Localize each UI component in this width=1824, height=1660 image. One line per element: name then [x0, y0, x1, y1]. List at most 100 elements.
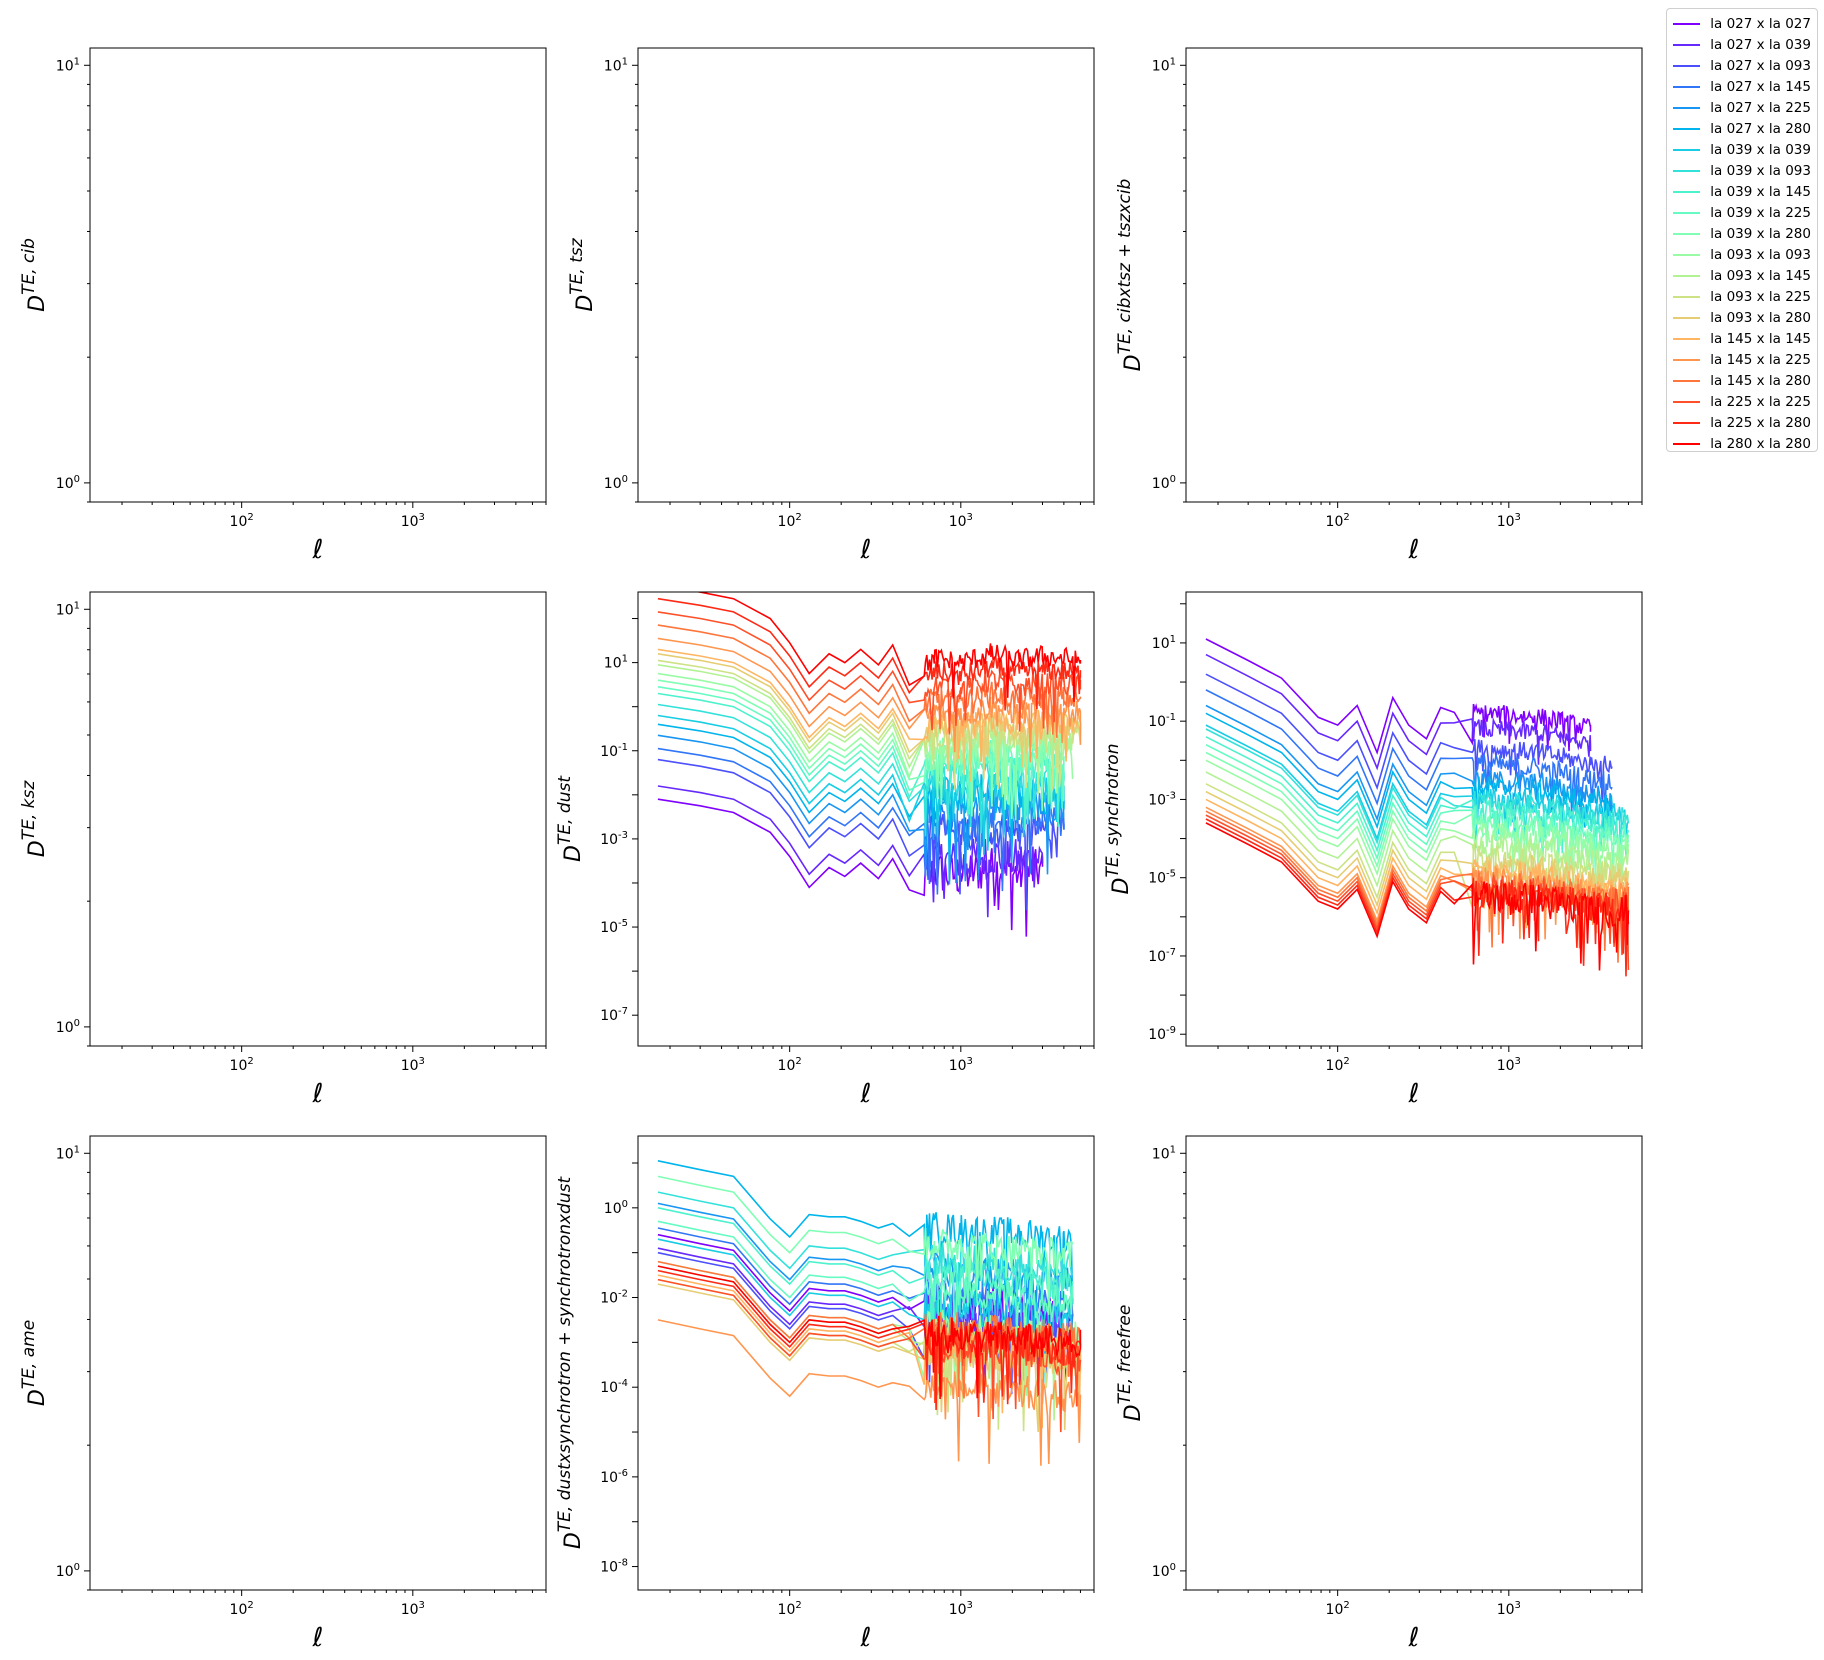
series-line — [657, 1319, 1082, 1466]
legend-item: la 039 x la 093 — [1673, 160, 1811, 181]
legend-swatch — [1673, 64, 1701, 67]
legend-swatch — [1673, 232, 1701, 235]
x-tick-label: 102 — [778, 1056, 802, 1074]
panel: 102 103 100 101 ℓ DTE, ksz — [19, 591, 547, 1109]
y-axis-label: DTE, cib — [19, 238, 50, 312]
y-tick-label: 100 — [56, 474, 80, 492]
panel: 102 103 100 101 ℓ DTE, cibxtsz + tszxcib — [1115, 47, 1643, 565]
x-tick-label: 102 — [778, 512, 802, 530]
series-line — [657, 1238, 1074, 1390]
series-line — [657, 1220, 1074, 1347]
legend-label: la 093 x la 280 — [1710, 309, 1811, 326]
axes-frame — [637, 591, 1095, 1047]
legend-item: la 145 x la 225 — [1673, 349, 1811, 370]
x-axis-label: ℓ — [860, 535, 872, 565]
legend-label: la 145 x la 145 — [1710, 330, 1811, 347]
legend-label: la 039 x la 280 — [1710, 225, 1811, 242]
panel: 102 103 100 101 ℓ DTE, ame — [19, 1135, 547, 1653]
series-line — [1205, 689, 1613, 818]
x-tick-label: 103 — [949, 1600, 973, 1618]
y-tick-label: 100 — [56, 1562, 80, 1580]
y-tick-label: 101 — [56, 1144, 80, 1162]
y-tick-label: 10-3 — [1148, 790, 1176, 808]
x-tick-label: 102 — [1326, 512, 1350, 530]
x-tick-label: 102 — [1326, 1056, 1350, 1074]
legend-label: la 093 x la 225 — [1710, 288, 1811, 305]
x-tick-label: 103 — [1497, 1600, 1521, 1618]
legend-item: la 027 x la 093 — [1673, 55, 1811, 76]
legend-label: la 225 x la 280 — [1710, 414, 1811, 431]
y-axis-label: DTE, ksz — [19, 780, 50, 858]
legend-swatch — [1673, 148, 1701, 151]
y-tick-label: 101 — [604, 654, 628, 672]
series-line — [657, 1191, 1073, 1327]
x-axis-label: ℓ — [1408, 1623, 1420, 1653]
legend-item: la 027 x la 145 — [1673, 76, 1811, 97]
legend-swatch — [1673, 442, 1701, 445]
x-tick-label: 103 — [949, 1056, 973, 1074]
legend-swatch — [1673, 253, 1701, 256]
legend: la 027 x la 027 la 027 x la 039 la 027 x l… — [1666, 8, 1818, 452]
y-axis-label: DTE, dustxsynchrotron + synchrotronxdust — [555, 1176, 586, 1550]
x-tick-label: 103 — [401, 1600, 425, 1618]
legend-label: la 027 x la 039 — [1710, 36, 1811, 53]
series-line — [657, 611, 1082, 735]
axes-frame — [1185, 1135, 1643, 1591]
legend-swatch — [1673, 22, 1701, 25]
legend-item: la 145 x la 280 — [1673, 370, 1811, 391]
x-axis-label: ℓ — [860, 1623, 872, 1653]
legend-label: la 027 x la 027 — [1710, 15, 1811, 32]
legend-swatch — [1673, 190, 1701, 193]
x-axis-label: ℓ — [1408, 535, 1420, 565]
y-tick-label: 100 — [1152, 1562, 1176, 1580]
panel: 102 103 10-7 10-5 10-3 10-1 101 ℓ DTE, dust — [555, 591, 1095, 1109]
legend-item: la 145 x la 145 — [1673, 328, 1811, 349]
panel: 102 103 10-8 10-6 10-4 10-2 100 ℓ DTE, dustxsync… — [555, 1135, 1095, 1653]
legend-swatch — [1673, 421, 1701, 424]
legend-item: la 027 x la 027 — [1673, 13, 1811, 34]
axes-frame — [89, 1135, 547, 1591]
legend-label: la 027 x la 225 — [1710, 99, 1811, 116]
series-line — [657, 1160, 1074, 1305]
legend-item: la 039 x la 039 — [1673, 139, 1811, 160]
panel: 102 103 100 101 ℓ DTE, tsz — [567, 47, 1095, 565]
x-tick-label: 103 — [401, 512, 425, 530]
y-axis-label: DTE, cibxtsz + tszxcib — [1115, 179, 1146, 372]
legend-label: la 280 x la 280 — [1710, 435, 1811, 452]
axes-frame — [637, 47, 1095, 503]
legend-item: la 039 x la 145 — [1673, 181, 1811, 202]
x-tick-label: 102 — [1326, 1600, 1350, 1618]
y-tick-label: 101 — [604, 56, 628, 74]
legend-label: la 039 x la 145 — [1710, 183, 1811, 200]
y-tick-label: 100 — [604, 474, 628, 492]
x-tick-label: 103 — [949, 512, 973, 530]
x-tick-label: 102 — [778, 1600, 802, 1618]
y-tick-label: 10-2 — [600, 1289, 628, 1307]
legend-item: la 039 x la 225 — [1673, 202, 1811, 223]
panel: 102 103 100 101 ℓ DTE, freefree — [1115, 1135, 1643, 1653]
y-tick-label: 10-9 — [1148, 1025, 1176, 1043]
legend-item: la 027 x la 280 — [1673, 118, 1811, 139]
legend-item: la 225 x la 280 — [1673, 412, 1811, 433]
axes-frame — [89, 591, 547, 1047]
axes-frame — [1185, 47, 1643, 503]
y-tick-label: 10-4 — [600, 1378, 628, 1396]
legend-item: la 093 x la 225 — [1673, 286, 1811, 307]
series-line — [1205, 638, 1592, 755]
legend-swatch — [1673, 43, 1701, 46]
legend-swatch — [1673, 379, 1701, 382]
legend-item: la 093 x la 145 — [1673, 265, 1811, 286]
x-axis-label: ℓ — [312, 535, 324, 565]
legend-item: la 093 x la 280 — [1673, 307, 1811, 328]
legend-label: la 225 x la 225 — [1710, 393, 1811, 410]
series-line — [657, 1265, 1082, 1400]
series-group — [657, 1160, 1082, 1466]
legend-swatch — [1673, 169, 1701, 172]
series-line — [1205, 712, 1613, 839]
legend-swatch — [1673, 274, 1701, 277]
y-tick-label: 10-6 — [600, 1468, 628, 1486]
legend-swatch — [1673, 400, 1701, 403]
x-tick-label: 102 — [230, 1600, 254, 1618]
legend-swatch — [1673, 106, 1701, 109]
